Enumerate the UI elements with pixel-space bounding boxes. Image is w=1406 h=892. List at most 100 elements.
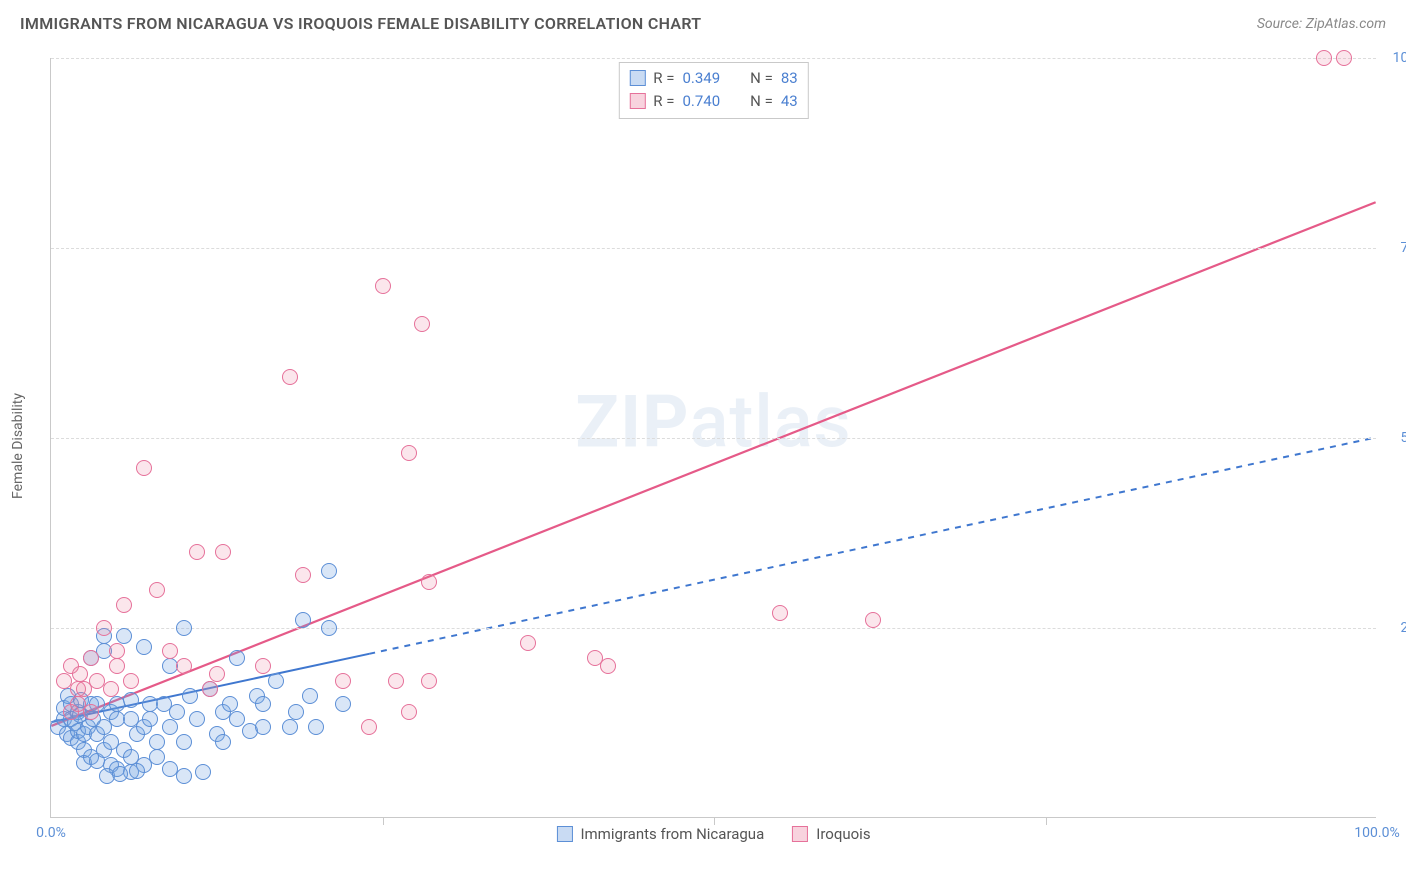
- data-point: [149, 749, 165, 765]
- x-tick-label: 100.0%: [1354, 825, 1399, 841]
- data-point: [229, 650, 245, 666]
- data-point: [520, 635, 536, 651]
- y-tick-label: 50.0%: [1400, 430, 1406, 446]
- data-point: [295, 612, 311, 628]
- stat-r-value: 0.349: [682, 67, 720, 90]
- swatch-pink: [629, 93, 645, 109]
- data-point: [209, 666, 225, 682]
- data-point: [268, 673, 284, 689]
- stat-r-label: R =: [653, 90, 674, 113]
- data-point: [255, 658, 271, 674]
- stat-n-value: 43: [781, 90, 798, 113]
- stat-r-label: R =: [653, 67, 674, 90]
- stat-n-label: N =: [750, 67, 773, 90]
- y-tick-label: 75.0%: [1400, 240, 1406, 256]
- data-point: [202, 681, 218, 697]
- data-point: [388, 673, 404, 689]
- data-point: [215, 734, 231, 750]
- data-point: [96, 620, 112, 636]
- bottom-legend: Immigrants from Nicaragua Iroquois: [556, 825, 870, 843]
- data-point: [176, 734, 192, 750]
- data-point: [189, 544, 205, 560]
- data-point: [308, 719, 324, 735]
- data-point: [335, 673, 351, 689]
- data-point: [123, 692, 139, 708]
- gridline-h: [51, 628, 1376, 629]
- data-point: [109, 643, 125, 659]
- data-point: [288, 704, 304, 720]
- legend-label: Immigrants from Nicaragua: [580, 825, 764, 843]
- tick-v: [714, 817, 715, 825]
- data-point: [182, 688, 198, 704]
- gridline-h: [51, 248, 1376, 249]
- data-point: [282, 369, 298, 385]
- stat-n-label: N =: [750, 90, 773, 113]
- watermark: ZIPatlas: [575, 380, 851, 465]
- data-point: [149, 582, 165, 598]
- stats-legend-box: R = 0.349 N = 83 R = 0.740 N = 43: [618, 62, 808, 119]
- legend-label: Iroquois: [816, 825, 870, 843]
- data-point: [335, 696, 351, 712]
- data-point: [255, 719, 271, 735]
- data-point: [109, 658, 125, 674]
- data-point: [176, 768, 192, 784]
- data-point: [401, 445, 417, 461]
- swatch-pink: [792, 826, 808, 842]
- plot-area: ZIPatlas R = 0.349 N = 83 R = 0.740 N = …: [50, 58, 1376, 818]
- swatch-blue: [629, 70, 645, 86]
- gridline-h: [51, 58, 1376, 59]
- data-point: [321, 620, 337, 636]
- swatch-blue: [556, 826, 572, 842]
- data-point: [772, 605, 788, 621]
- data-point: [401, 704, 417, 720]
- y-tick-label: 25.0%: [1400, 620, 1406, 636]
- chart-title: IMMIGRANTS FROM NICARAGUA VS IROQUOIS FE…: [20, 14, 701, 33]
- data-point: [421, 574, 437, 590]
- data-point: [123, 673, 139, 689]
- data-point: [865, 612, 881, 628]
- data-point: [169, 704, 185, 720]
- data-point: [162, 643, 178, 659]
- data-point: [375, 278, 391, 294]
- data-point: [176, 620, 192, 636]
- stat-r-value: 0.740: [682, 90, 720, 113]
- data-point: [1336, 50, 1352, 66]
- data-point: [302, 688, 318, 704]
- data-point: [112, 766, 128, 782]
- data-point: [83, 704, 99, 720]
- data-point: [83, 650, 99, 666]
- tick-v: [1046, 817, 1047, 825]
- x-tick-label: 0.0%: [36, 825, 66, 841]
- data-point: [136, 639, 152, 655]
- data-point: [116, 628, 132, 644]
- data-point: [136, 460, 152, 476]
- data-point: [321, 563, 337, 579]
- data-point: [414, 316, 430, 332]
- data-point: [162, 719, 178, 735]
- data-point: [142, 711, 158, 727]
- data-point: [282, 719, 298, 735]
- data-point: [116, 597, 132, 613]
- data-point: [255, 696, 271, 712]
- y-tick-label: 100.0%: [1393, 50, 1406, 66]
- data-point: [1316, 50, 1332, 66]
- data-point: [189, 711, 205, 727]
- stat-n-value: 83: [781, 67, 798, 90]
- data-point: [72, 666, 88, 682]
- data-point: [295, 567, 311, 583]
- data-point: [421, 673, 437, 689]
- data-point: [176, 658, 192, 674]
- data-point: [149, 734, 165, 750]
- data-point: [129, 763, 145, 779]
- tick-v: [383, 817, 384, 825]
- y-axis-label: Female Disability: [10, 393, 26, 499]
- data-point: [195, 764, 211, 780]
- data-point: [361, 719, 377, 735]
- data-point: [215, 544, 231, 560]
- gridline-h: [51, 438, 1376, 439]
- data-point: [229, 711, 245, 727]
- chart-source: Source: ZipAtlas.com: [1257, 16, 1386, 32]
- data-point: [600, 658, 616, 674]
- data-point: [222, 696, 238, 712]
- data-point: [103, 681, 119, 697]
